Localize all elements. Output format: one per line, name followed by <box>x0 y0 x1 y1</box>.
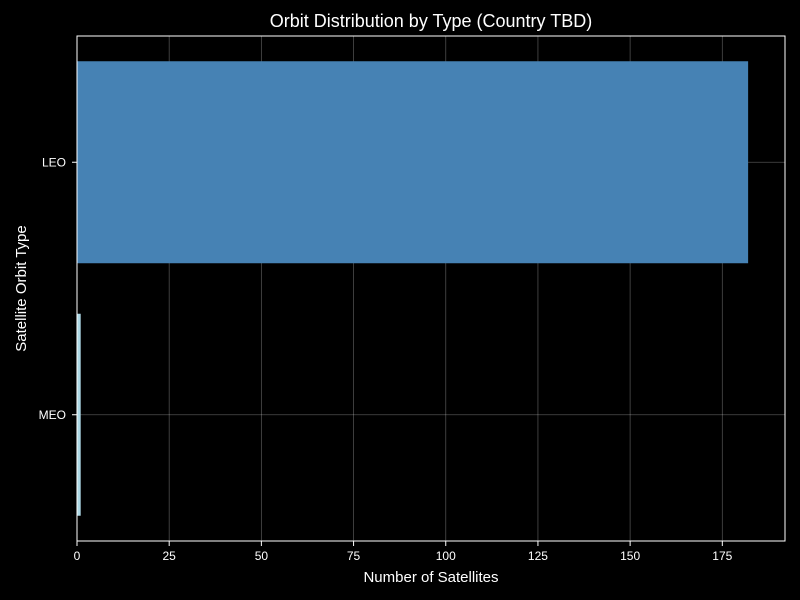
x-tick-label: 0 <box>74 549 81 563</box>
plot-area-frame <box>76 35 786 542</box>
y-axis-ticks: LEO MEO <box>39 155 77 422</box>
x-axis-ticks: 0 25 50 75 100 125 150 175 <box>74 541 733 563</box>
bars <box>77 61 749 516</box>
x-tick-label: 75 <box>347 549 361 563</box>
x-tick-label: 50 <box>255 549 269 563</box>
x-tick-label: 175 <box>712 549 732 563</box>
x-axis-label: Number of Satellites <box>363 569 498 586</box>
x-tick-label: 25 <box>163 549 177 563</box>
y-axis-label: Satellite Orbit Type <box>13 225 30 351</box>
x-tick-label: 150 <box>620 549 640 563</box>
y-tick-label: MEO <box>39 408 66 422</box>
bar-meo <box>77 313 81 516</box>
x-tick-label: 100 <box>436 549 456 563</box>
y-tick-label: LEO <box>42 155 66 169</box>
x-tick-label: 125 <box>528 549 548 563</box>
chart-title: Orbit Distribution by Type (Country TBD) <box>270 11 592 31</box>
bar-leo <box>77 61 749 264</box>
